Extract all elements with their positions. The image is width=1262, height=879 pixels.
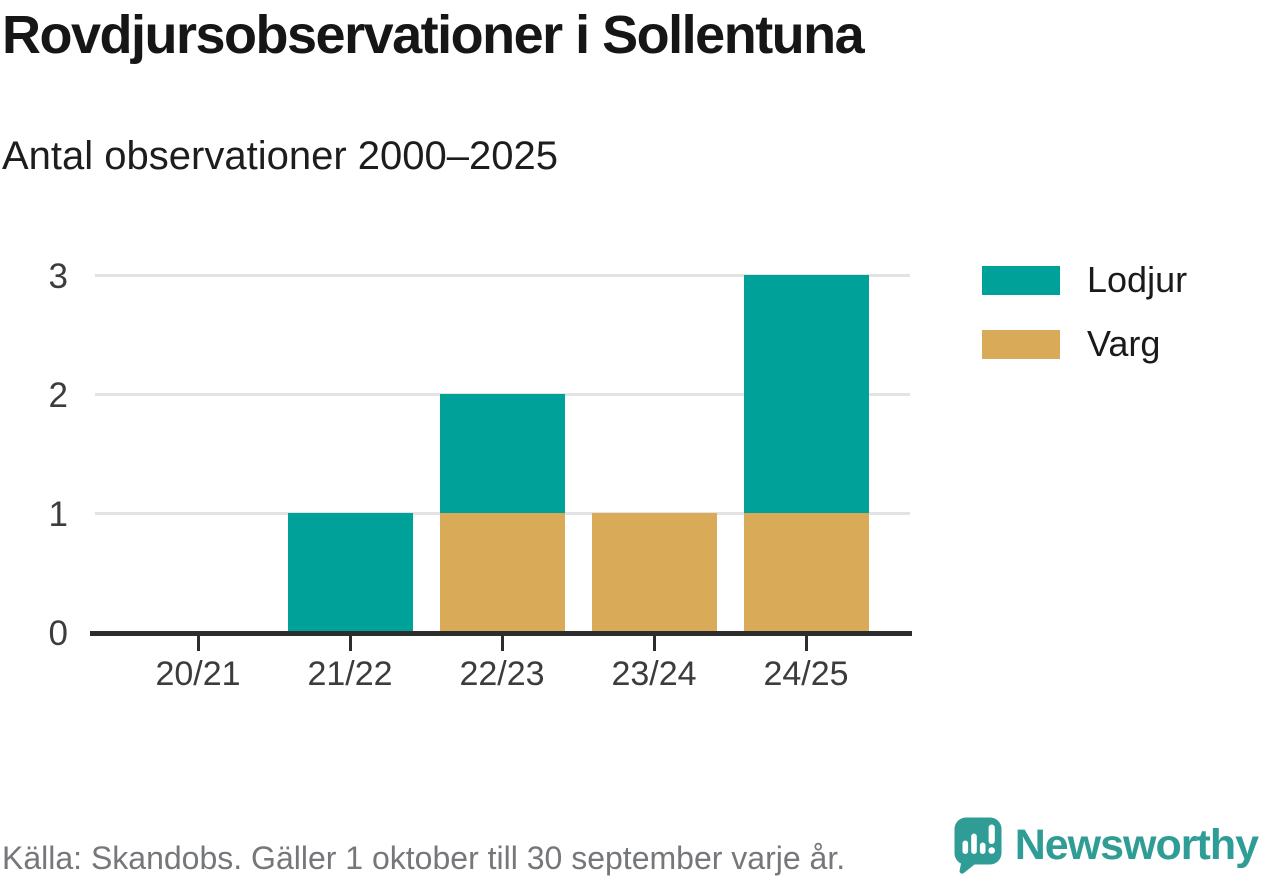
x-tick-23-24 <box>652 636 656 651</box>
x-tick-label: 22/23 <box>459 655 545 693</box>
bar-segment-varg-23-24 <box>591 513 717 632</box>
x-tick-label: 20/21 <box>155 655 241 693</box>
gridline-y3 <box>95 274 910 277</box>
bar-segment-varg-22-23 <box>439 513 565 632</box>
legend-label: Lodjur <box>1087 259 1188 300</box>
x-tick-label: 23/24 <box>611 655 697 693</box>
bar-segment-lodjur-21-22 <box>287 513 413 632</box>
x-tick-20-21 <box>196 636 200 651</box>
bar-segment-varg-24-25 <box>743 513 869 632</box>
y-tick-label: 0 <box>48 614 68 653</box>
legend-swatch-lodjur <box>982 265 1060 295</box>
x-tick-label: 24/25 <box>763 655 849 693</box>
y-tick-label: 2 <box>48 376 68 415</box>
bar-segment-lodjur-24-25 <box>743 275 869 513</box>
legend-item-lodjur: Lodjur <box>982 262 1187 298</box>
x-tick-22-23 <box>500 636 504 651</box>
y-tick-label: 3 <box>48 257 68 296</box>
chart-title: Rovdjursobservationer i Sollentuna <box>2 5 865 65</box>
chart-subtitle: Antal observationer 2000–2025 <box>2 134 558 178</box>
x-tick-label: 21/22 <box>307 655 393 693</box>
x-axis-line <box>90 631 912 636</box>
x-tick-24-25 <box>804 636 808 651</box>
legend-swatch-varg <box>982 329 1060 359</box>
newsworthy-wordmark: Newsworthy <box>1014 821 1259 869</box>
legend-item-varg: Varg <box>982 326 1187 362</box>
legend-label: Varg <box>1087 323 1161 364</box>
chart-legend: Lodjur Varg <box>982 262 1187 390</box>
newsworthy-icon <box>954 817 1002 874</box>
x-tick-21-22 <box>348 636 352 651</box>
source-note: Källa: Skandobs. Gäller 1 oktober till 3… <box>2 840 846 876</box>
y-tick-label: 1 <box>48 495 68 534</box>
newsworthy-logo: Newsworthy <box>953 816 1259 875</box>
bar-segment-lodjur-22-23 <box>439 394 565 513</box>
